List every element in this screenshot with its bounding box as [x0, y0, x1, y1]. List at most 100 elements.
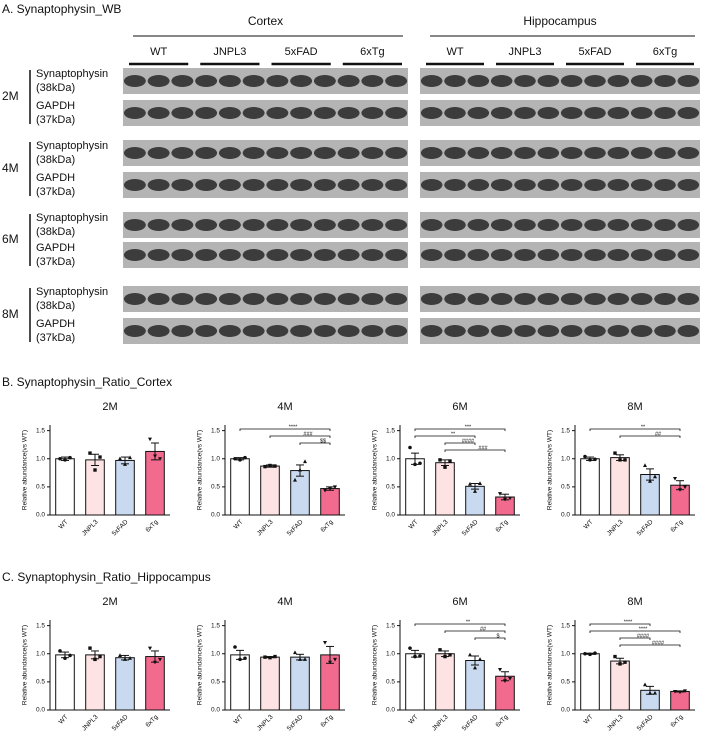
band [444, 219, 466, 231]
band [537, 75, 560, 87]
significance-bracket [589, 630, 681, 633]
band [290, 179, 313, 191]
chart-title: 4M [277, 401, 292, 413]
band [290, 75, 313, 87]
band [537, 107, 560, 119]
band [337, 179, 360, 191]
band [560, 107, 583, 119]
band [584, 107, 606, 119]
data-point [498, 668, 502, 672]
x-tick-label: 5xFAD [636, 713, 655, 731]
band [560, 325, 583, 337]
data-point [673, 476, 677, 481]
band [313, 179, 336, 191]
data-point [653, 474, 657, 479]
x-tick-label: 5xFAD [461, 518, 480, 537]
x-tick-label: 5xFAD [111, 518, 130, 537]
band [195, 147, 218, 159]
x-tick-label: 6xTg [319, 713, 334, 728]
band [584, 293, 606, 305]
band [171, 293, 194, 305]
data-point [618, 458, 622, 462]
bar [670, 690, 690, 711]
y-tick-label: 1.5 [386, 427, 395, 434]
data-point [158, 657, 162, 662]
band [337, 325, 360, 337]
band [123, 179, 146, 191]
bar [405, 653, 425, 711]
data-point [498, 492, 502, 496]
data-point [118, 456, 122, 461]
band [171, 147, 194, 159]
band [123, 249, 146, 261]
band [385, 293, 408, 305]
data-point [583, 454, 587, 459]
band [266, 325, 289, 337]
group-label: JNPL3 [508, 46, 541, 58]
y-tick-label: 1.5 [36, 427, 45, 434]
data-point [273, 654, 277, 659]
chart-title: 6M [452, 596, 467, 608]
band [490, 325, 513, 337]
band [467, 249, 490, 261]
band [654, 75, 676, 87]
band [607, 325, 630, 337]
bar [290, 656, 310, 711]
band [337, 107, 360, 119]
y-tick-label: 1.0 [561, 455, 570, 462]
blot [123, 286, 408, 312]
band [313, 325, 336, 337]
x-tick-label: 6xTg [144, 713, 159, 728]
band [514, 147, 536, 159]
data-point [233, 645, 237, 649]
group-label: 6xTg [653, 46, 677, 58]
band [654, 219, 676, 231]
y-tick-label: 1.0 [36, 650, 45, 657]
significance-label: #### [462, 438, 475, 444]
band [218, 219, 241, 231]
data-point [328, 487, 332, 491]
blot [420, 212, 700, 238]
significance-label: #### [637, 633, 650, 639]
band [385, 325, 408, 337]
significance-label: **** [289, 424, 298, 430]
band [654, 179, 676, 191]
bar [55, 654, 75, 711]
data-point [408, 445, 412, 450]
bar [610, 457, 630, 516]
group-label: JNPL3 [213, 46, 246, 58]
band [607, 147, 630, 159]
band [537, 179, 560, 191]
data-point [148, 437, 152, 442]
chart-title: 6M [452, 401, 467, 413]
band [266, 75, 289, 87]
bar [230, 458, 250, 516]
band [171, 75, 194, 87]
data-point [123, 657, 127, 661]
x-tick-label: WT [583, 519, 595, 531]
data-point [643, 682, 647, 687]
blot [123, 100, 408, 126]
band [444, 107, 466, 119]
band [123, 325, 146, 337]
group-label: 6xTg [360, 46, 384, 58]
y-tick-label: 0.0 [211, 512, 220, 519]
x-tick-label: 6xTg [319, 518, 334, 533]
y-tick-label: 0.5 [561, 484, 570, 491]
data-point [293, 477, 297, 482]
x-tick-label: 5xFAD [111, 713, 130, 731]
age-label: 6M [2, 232, 19, 246]
band [444, 293, 466, 305]
band [490, 179, 513, 191]
x-tick-label: WT [408, 714, 420, 726]
x-tick-label: 6xTg [494, 713, 509, 728]
data-point [58, 456, 62, 461]
band [537, 147, 560, 159]
significance-bracket [589, 428, 681, 431]
band [654, 107, 676, 119]
y-tick-label: 1.0 [211, 455, 220, 462]
bar [320, 488, 340, 516]
band [444, 75, 466, 87]
significance-bracket [619, 435, 681, 438]
bar [145, 656, 165, 711]
